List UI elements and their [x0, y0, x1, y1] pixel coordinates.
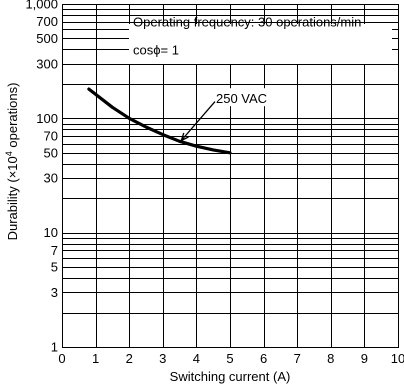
x-tick-label: 4 [193, 351, 200, 366]
x-tick-label: 1 [92, 351, 99, 366]
y-axis-label: Durability (×104 operations) [4, 83, 20, 241]
y-tick-label: 1 [51, 340, 58, 355]
y-tick-label: 100 [36, 111, 58, 126]
y-tick-label: 30 [44, 171, 58, 186]
x-tick-label: 10 [391, 351, 404, 366]
series-line-250vac [87, 87, 232, 155]
y-tick-label: 5 [51, 260, 58, 275]
x-tick-label: 0 [58, 351, 65, 366]
y-axis-label-prefix: Durability (×10 [5, 156, 20, 240]
x-tick-label: 3 [159, 351, 166, 366]
power-factor-note: cosϕ= 1 [133, 42, 179, 57]
tick-labels: 0 1 2 3 4 5 6 7 8 9 101357103050701003005007001,00… [25, 0, 404, 366]
y-tick-label: 3 [51, 285, 58, 300]
x-tick-label: 8 [327, 351, 334, 366]
annotation-background [129, 24, 392, 64]
x-tick-label: 5 [226, 351, 233, 366]
operating-frequency-note: Operating frequency: 30 operations/min [133, 15, 361, 30]
x-tick-label: 6 [260, 351, 267, 366]
y-tick-label: 500 [36, 31, 58, 46]
x-axis-label: Switching current (A) [170, 369, 291, 384]
y-tick-label: 7 [51, 243, 58, 258]
y-tick-label: 70 [44, 129, 58, 144]
y-tick-label: 1,000 [25, 0, 58, 12]
x-tick-label: 7 [294, 351, 301, 366]
y-tick-label: 700 [36, 14, 58, 29]
y-tick-label: 300 [36, 56, 58, 71]
series-leader-arrow [180, 101, 216, 142]
x-tick-label: 9 [361, 351, 368, 366]
series-label-250vac: 250 VAC [216, 91, 267, 106]
plot-frame [61, 3, 400, 349]
y-axis-label-suffix: operations) [5, 83, 20, 152]
x-tick-label: 2 [126, 351, 133, 366]
y-axis-label-exponent: 4 [4, 151, 14, 156]
series-label-background [213, 88, 271, 107]
series-layer [87, 87, 232, 155]
y-tick-label: 10 [44, 225, 58, 240]
y-tick-label: 50 [44, 145, 58, 160]
